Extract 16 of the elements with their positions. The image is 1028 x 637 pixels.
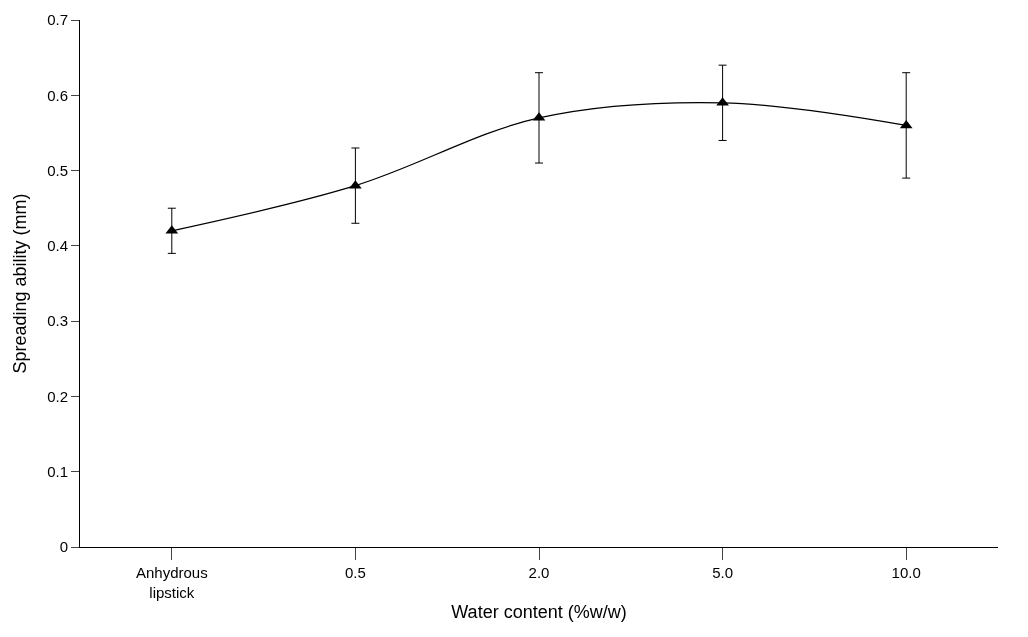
y-tick-label: 0.7 <box>47 11 68 29</box>
y-tick-label: 0.1 <box>47 462 68 480</box>
y-tick-label: 0.3 <box>47 312 68 330</box>
x-tick-label: 5.0 <box>712 564 734 581</box>
x-tick-label: Anhydrous lipstick <box>135 564 208 601</box>
x-tick-label: 10.0 <box>891 564 921 581</box>
y-tick-label: 0.2 <box>47 387 68 405</box>
y-tick-label: 0.6 <box>47 86 68 104</box>
y-tick-label: 0 <box>59 538 68 556</box>
x-tick-label: 2.0 <box>528 564 550 581</box>
y-tick-label: 0.4 <box>47 237 68 255</box>
y-axis-title: Spreading ability (mm) <box>10 193 31 374</box>
point <box>899 119 913 129</box>
x-tick-label: 0.5 <box>344 564 366 581</box>
y-tick-label: 0.5 <box>47 161 68 179</box>
x-axis-title: Water content (%w/w) <box>451 601 627 622</box>
